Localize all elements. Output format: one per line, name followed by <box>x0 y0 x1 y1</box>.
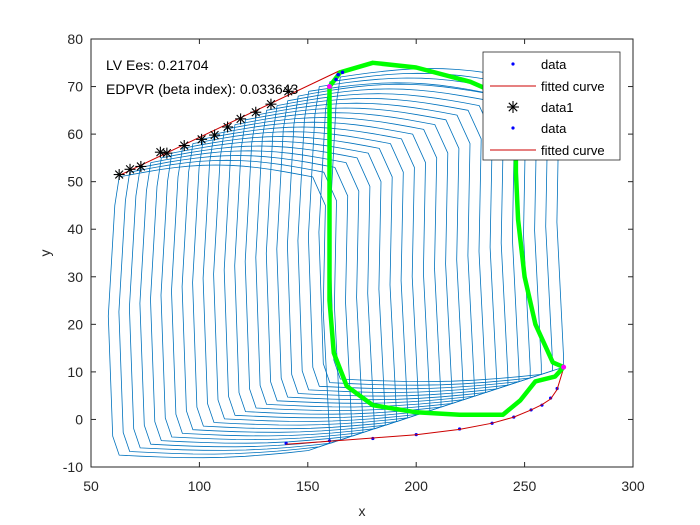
pv-loop <box>150 145 375 444</box>
x-tick-label: 200 <box>405 478 429 494</box>
edpvr-annotation: EDPVR (beta index): 0.033643 <box>106 81 298 97</box>
esp-data-point <box>265 98 277 110</box>
pv-loop <box>139 150 364 448</box>
pv-loop <box>297 82 531 393</box>
legend-label-data1: data1 <box>541 100 574 115</box>
esp-blue-point <box>340 70 345 75</box>
esp-data-point <box>113 169 125 181</box>
pv-loop <box>244 102 475 411</box>
y-tick-label: 40 <box>67 221 83 237</box>
esp-data-point <box>196 133 208 145</box>
legend: data fitted curve data1 data fitted curv… <box>482 51 621 161</box>
esp-data-point <box>282 85 294 97</box>
pv-loop <box>118 159 341 455</box>
y-tick-label: 80 <box>67 31 83 47</box>
esp-data-point <box>222 121 234 133</box>
y-axis-label: y <box>37 250 53 257</box>
esp-blue-point <box>334 77 338 82</box>
legend-marker-data1 <box>507 101 519 113</box>
highlight-loop-layer <box>326 60 567 417</box>
pv-loop <box>202 121 431 426</box>
edpvr-fitted-curve <box>286 367 565 445</box>
esp-data-point <box>209 129 221 141</box>
legend-label-data: data <box>541 57 567 72</box>
x-axis-label: x <box>359 503 366 519</box>
pv-loop <box>318 72 553 386</box>
legend-label-data-2: data <box>541 121 567 136</box>
esp-data-point <box>235 113 247 125</box>
x-tick-label: 100 <box>188 478 212 494</box>
axes-box <box>90 38 634 468</box>
pv-loop <box>107 164 330 459</box>
pv-loop <box>171 136 397 437</box>
pv-loop <box>265 93 498 404</box>
y-tick-label: 20 <box>67 316 83 332</box>
y-tick-label: -10 <box>63 459 83 475</box>
esp-data-point <box>250 106 262 118</box>
pv-loops <box>107 68 564 459</box>
x-tick-label: 50 <box>83 478 99 494</box>
y-tick-label: 60 <box>67 126 83 142</box>
x-tick-label: 150 <box>296 478 320 494</box>
legend-marker-data-2 <box>511 126 515 130</box>
x-tick-label: 300 <box>621 478 645 494</box>
axis-ticks: 50 100 150 200 250 300 -10 0 10 20 30 40 50 60 70 80 <box>63 31 645 494</box>
espvr-fitted-line <box>118 69 341 176</box>
legend-marker-data <box>511 62 515 66</box>
pv-loop <box>192 126 420 430</box>
fit-lines <box>118 69 565 445</box>
pv-loop <box>276 88 509 401</box>
y-tick-label: 0 <box>75 411 83 427</box>
pv-loop <box>234 107 464 415</box>
esp-data-point <box>135 160 147 172</box>
pv-loop <box>287 83 520 397</box>
pv-loop <box>160 140 386 440</box>
pv-loop <box>213 117 442 422</box>
end-diastole-marker <box>561 364 567 370</box>
y-tick-label: 10 <box>67 364 83 380</box>
y-tick-label: 50 <box>67 174 83 190</box>
pv-loop <box>255 98 486 408</box>
highlight-loop <box>327 60 566 417</box>
x-tick-label: 250 <box>513 478 537 494</box>
end-systole-marker <box>326 84 332 90</box>
esp-blue-point <box>336 72 340 77</box>
y-tick-label: 70 <box>67 79 83 95</box>
legend-label-fitted-curve-2: fitted curve <box>541 143 605 158</box>
esp-data-point <box>178 140 190 152</box>
esp-series <box>113 70 345 181</box>
pv-loop <box>129 155 353 451</box>
pv-loop <box>181 131 408 433</box>
pv-loop <box>223 112 453 419</box>
legend-box <box>482 51 621 161</box>
esp-data-point <box>124 163 136 175</box>
esp-data-point <box>161 147 173 159</box>
ees-annotation: LV Ees: 0.21704 <box>106 57 209 73</box>
legend-label-fitted-curve: fitted curve <box>541 79 605 94</box>
y-tick-label: 30 <box>67 269 83 285</box>
